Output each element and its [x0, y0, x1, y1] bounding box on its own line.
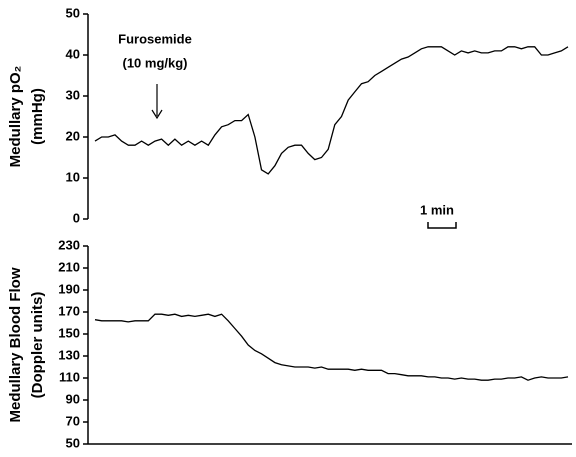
data-line — [94, 46, 569, 175]
y-tick-label: 30 — [66, 87, 80, 102]
y-tick-label: 190 — [58, 281, 80, 296]
y-tick-label: 130 — [58, 347, 80, 362]
y-tick-label: 170 — [58, 303, 80, 318]
y-tick-label: 90 — [66, 391, 80, 406]
y-tick-label: 230 — [58, 237, 80, 252]
y-tick-label: 50 — [66, 5, 80, 20]
y-tick-label: 0 — [73, 210, 80, 225]
y-axis-label: Medullary pO₂ — [7, 66, 24, 168]
y-tick-label: 10 — [66, 169, 80, 184]
y-tick-label: 50 — [66, 435, 80, 450]
y-tick-label: 210 — [58, 259, 80, 274]
y-tick-label: 20 — [66, 128, 80, 143]
scale-bar — [427, 222, 457, 229]
y-tick-label: 70 — [66, 413, 80, 428]
annotation: (10 mg/kg) — [122, 55, 187, 70]
y-tick-label: 150 — [58, 325, 80, 340]
y-axis-label: Medullary Blood Flow — [7, 267, 24, 422]
annotation: Furosemide — [118, 31, 192, 46]
y-axis-label: (mmHg) — [29, 88, 46, 145]
data-line — [94, 313, 569, 381]
scale-bar-label: 1 min — [420, 202, 454, 217]
y-tick-label: 110 — [59, 369, 80, 384]
y-tick-label: 40 — [66, 46, 80, 61]
y-axis-label: (Doppler units) — [29, 292, 46, 399]
arrow-head — [151, 109, 163, 120]
